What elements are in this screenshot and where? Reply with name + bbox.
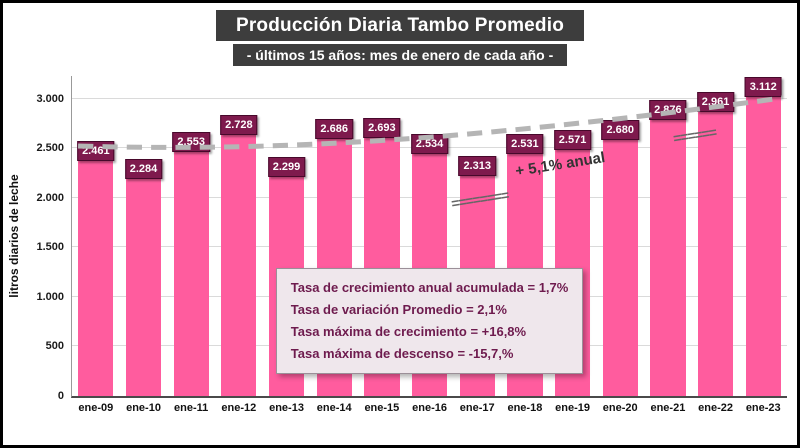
x-axis-label: ene-16	[412, 402, 447, 414]
x-axis-label: ene-15	[364, 402, 400, 414]
x-axis-label: ene-09	[78, 402, 114, 414]
bar: 2.284	[124, 158, 163, 396]
x-axis-label: ene-20	[602, 402, 638, 414]
x-axis-label: ene-13	[269, 402, 304, 414]
chart-subtitle-row: - últimos 15 años: mes de enero de cada …	[3, 44, 797, 66]
bar-slot: 2.961	[692, 76, 740, 396]
x-axis-label: ene-19	[555, 402, 590, 414]
bar: 2.553	[172, 132, 210, 396]
bar: 2.876	[649, 100, 687, 396]
bar-slot: 2.728	[215, 76, 263, 396]
bar: 2.680	[601, 119, 639, 396]
y-tick-label: 1.000	[36, 290, 64, 303]
chart-title: Producción Diaria Tambo Promedio	[215, 10, 585, 41]
y-axis-title: litros diarios de leche	[3, 76, 25, 396]
bar-value-label: 2.461	[77, 141, 115, 162]
bar-slot: 2.680	[596, 76, 644, 396]
plot-area: 2.461 2.284 2.553 2.728 2.299 2.686 2.693 2.534…	[71, 76, 787, 398]
bar-value-label: 3.112	[744, 76, 782, 97]
stats-line: Tasa máxima de descenso = -15,7,%	[290, 346, 514, 362]
bar-slot: 2.553	[167, 76, 215, 396]
bar-slot: 2.461	[72, 76, 120, 396]
x-axis-label: ene-23	[745, 402, 781, 414]
x-axis-label: ene-11	[174, 402, 209, 414]
y-tick-label: 0	[57, 390, 64, 402]
bar-value-label: 2.284	[124, 158, 163, 179]
x-axis-label: ene-14	[316, 402, 352, 414]
stats-line: Tasa máxima de crecimiento = +16,8%	[290, 324, 527, 340]
bar-value-label: 2.531	[506, 134, 544, 155]
bar-value-label: 2.313	[458, 155, 496, 176]
y-axis-title-text: litros diarios de leche	[7, 174, 21, 298]
y-tick-label: 2.000	[36, 191, 64, 204]
y-tick-label: 1.500	[36, 241, 64, 254]
y-tick-label: 2.500	[36, 142, 64, 155]
bar: 2.728	[220, 114, 258, 396]
bar-value-label: 2.571	[553, 130, 592, 151]
bar: 3.112	[744, 76, 782, 396]
x-axis-label: ene-22	[698, 402, 733, 414]
x-axis-label: ene-10	[126, 402, 161, 414]
x-axis-label: ene-12	[221, 402, 257, 414]
bar-value-label: 2.553	[172, 132, 210, 153]
stats-line: Tasa de crecimiento anual acumulada = 1,…	[290, 280, 569, 295]
bar-value-label: 2.876	[649, 100, 687, 121]
bar-value-label: 2.961	[696, 91, 735, 112]
stats-line: Tasa de variación Promedio = 2,1%	[290, 302, 507, 318]
x-labels: ene-09 ene-10 ene-11 ene-12 ene-13 ene-14 ene-…	[72, 402, 787, 414]
y-ticks: 0 500 1.000 1.500 2.000 2.500 3.000	[25, 76, 71, 402]
bar-value-label: 2.686	[315, 118, 353, 139]
x-axis-label: ene-18	[507, 402, 543, 414]
bar-value-label: 2.728	[220, 114, 258, 135]
bar-value-label: 2.534	[410, 133, 449, 154]
x-axis-label: ene-17	[459, 402, 495, 414]
y-tick-label: 3.000	[36, 92, 64, 105]
bar-value-label: 2.299	[267, 157, 306, 178]
bar-value-label: 2.680	[601, 119, 639, 140]
stats-box: Tasa de crecimiento anual acumulada = 1,…	[275, 268, 584, 375]
chart-header: Producción Diaria Tambo Promedio - últim…	[3, 3, 797, 66]
bar-slot: 2.284	[120, 76, 168, 396]
bar: 2.461	[77, 141, 115, 396]
bar-slot: 2.876	[644, 76, 692, 396]
bar-value-label: 2.693	[363, 118, 401, 139]
bar: 2.961	[696, 91, 735, 396]
chart-subtitle: - últimos 15 años: mes de enero de cada …	[232, 44, 568, 66]
bar-slot: 3.112	[739, 76, 787, 396]
x-axis-label: ene-21	[650, 402, 686, 414]
chart-area: litros diarios de leche 0 500 1.000 1.500 2.…	[3, 76, 797, 402]
y-tick-label: 500	[45, 340, 64, 353]
